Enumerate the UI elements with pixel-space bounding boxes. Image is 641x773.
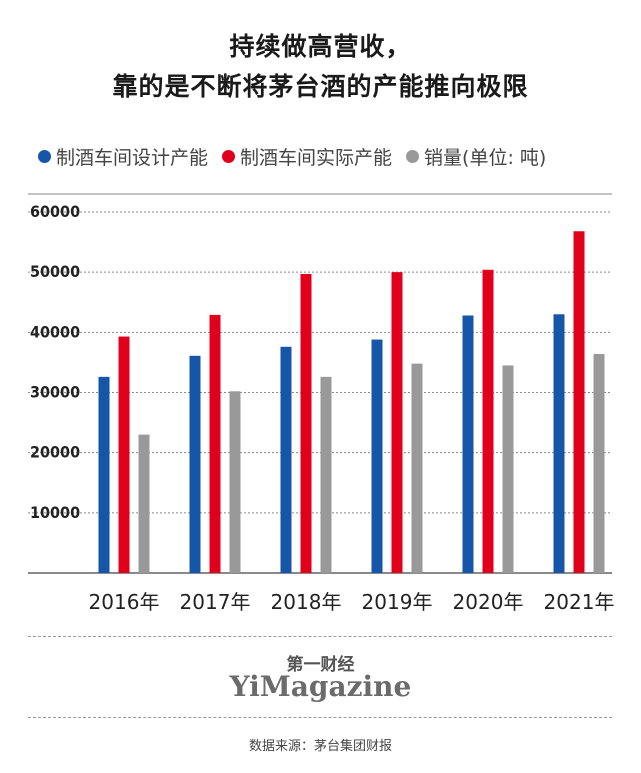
- x-tick-label-1: 2017年: [180, 590, 251, 614]
- chart-title-line2: 靠的是不断将茅台酒的产能推向极限: [112, 72, 529, 101]
- legend-marker-actual-capacity: [222, 150, 236, 163]
- bar-design-capacity-5: [553, 314, 565, 573]
- bar-actual-capacity-3: [391, 272, 403, 573]
- divider-top: [28, 636, 612, 637]
- bar-chart: 10000 20000 30000 40000 50000 60000 2016年 2017年…: [28, 193, 615, 614]
- bar-actual-capacity-5: [573, 231, 585, 573]
- legend-label-design-capacity: 制酒车间设计产能: [56, 147, 209, 169]
- legend-marker-sales: [406, 150, 420, 163]
- bar-sales-4: [502, 365, 514, 573]
- x-tick-label-2: 2018年: [271, 590, 342, 614]
- x-tick-label-4: 2020年: [453, 590, 524, 614]
- bar-design-capacity-1: [189, 355, 201, 573]
- y-tick-label-40000: 40000: [30, 322, 80, 341]
- y-tick-label-10000: 10000: [30, 503, 80, 522]
- bar-sales-3: [411, 363, 423, 573]
- y-tick-label-60000: 60000: [30, 202, 80, 221]
- bar-sales-5: [593, 353, 605, 573]
- bar-actual-capacity-4: [482, 269, 494, 573]
- bar-design-capacity-0: [98, 376, 110, 573]
- legend-item-design-capacity: 制酒车间设计产能: [38, 143, 208, 170]
- x-tick-label-3: 2019年: [362, 590, 433, 614]
- x-tick-label-0: 2016年: [89, 590, 160, 614]
- chart-title-line1: 持续做高营收，: [229, 32, 412, 61]
- brand-logo-cn: 第一财经: [286, 655, 355, 675]
- legend-label-sales: 销量(单位: 吨): [424, 147, 547, 169]
- bar-design-capacity-2: [280, 346, 292, 573]
- divider-bottom: [28, 717, 612, 718]
- data-source-note: 数据来源：茅台集团财报: [248, 739, 392, 754]
- bar-sales-0: [138, 434, 150, 573]
- bar-design-capacity-4: [462, 315, 474, 573]
- bar-actual-capacity-1: [209, 314, 221, 573]
- legend-marker-design-capacity: [38, 150, 51, 163]
- y-tick-label-30000: 30000: [30, 383, 80, 402]
- chart-legend: 制酒车间设计产能 制酒车间实际产能 销量(单位: 吨): [38, 143, 631, 170]
- bar-actual-capacity-2: [300, 273, 312, 573]
- legend-item-actual-capacity: 制酒车间实际产能: [222, 143, 392, 170]
- bar-actual-capacity-0: [118, 336, 130, 573]
- legend-label-actual-capacity: 制酒车间实际产能: [240, 147, 393, 169]
- y-tick-label-50000: 50000: [30, 262, 80, 281]
- x-tick-label-5: 2021年: [544, 590, 615, 614]
- bar-design-capacity-3: [371, 339, 383, 573]
- legend-item-sales: 销量(单位: 吨): [406, 143, 546, 170]
- bar-sales-1: [229, 391, 241, 573]
- y-tick-label-20000: 20000: [30, 443, 80, 462]
- bar-sales-2: [320, 376, 332, 573]
- brand-logo-en: YiMagazine: [229, 670, 412, 703]
